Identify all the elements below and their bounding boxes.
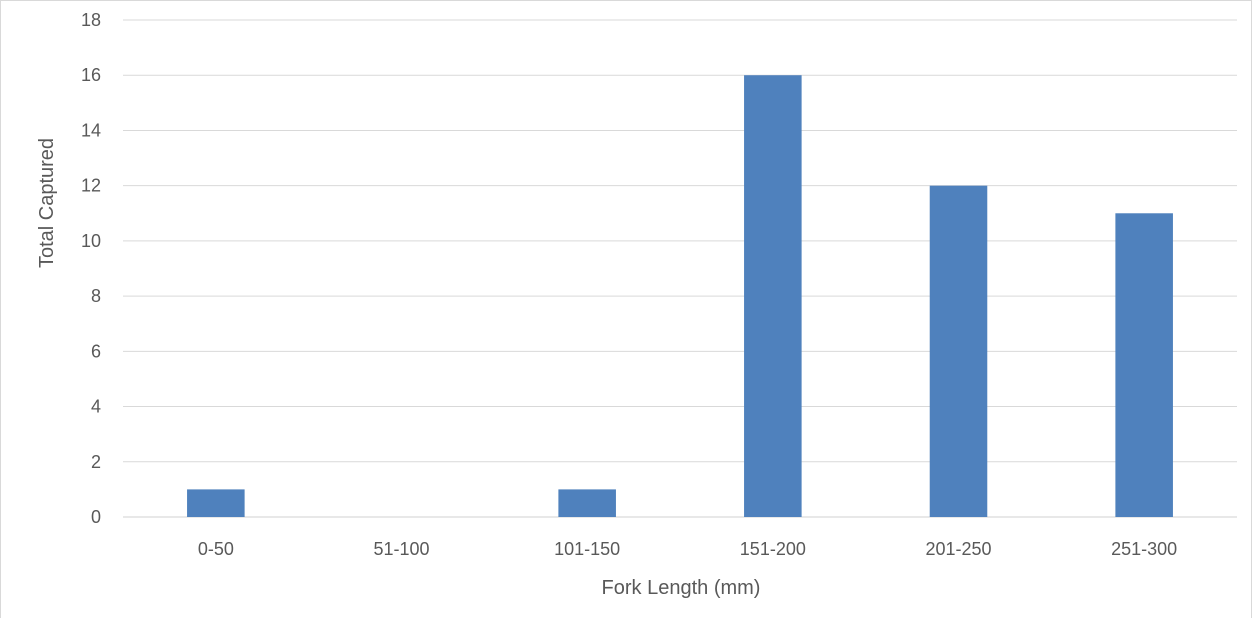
y-tick-label: 8 xyxy=(91,286,101,306)
y-axis-title: Total Captured xyxy=(36,138,58,268)
y-tick-label: 6 xyxy=(91,341,101,361)
x-tick-label: 251-300 xyxy=(1111,539,1177,559)
y-tick-label: 0 xyxy=(91,507,101,527)
bar xyxy=(558,489,616,517)
y-tick-label: 10 xyxy=(81,231,101,251)
gridlines xyxy=(123,19,1237,518)
bar xyxy=(929,185,988,517)
y-tick-label: 16 xyxy=(81,65,101,85)
x-axis-tick-labels: 0-50 51-100 101-150 151-200 201-250 251-300 xyxy=(198,539,1177,559)
y-tick-label: 14 xyxy=(81,120,101,140)
y-tick-label: 12 xyxy=(81,176,101,196)
y-tick-label: 18 xyxy=(81,10,101,30)
x-tick-label: 0-50 xyxy=(198,539,234,559)
bars xyxy=(187,75,1173,517)
y-axis-tick-labels: 0 2 4 6 8 10 12 14 16 18 xyxy=(81,10,101,527)
y-tick-label: 2 xyxy=(91,452,101,472)
bar xyxy=(187,489,245,517)
x-tick-label: 51-100 xyxy=(373,539,429,559)
x-tick-label: 201-250 xyxy=(925,539,991,559)
x-tick-label: 101-150 xyxy=(554,539,620,559)
x-axis-title: Fork Length (mm) xyxy=(602,577,761,599)
x-tick-label: 151-200 xyxy=(740,539,806,559)
y-tick-label: 4 xyxy=(91,397,101,417)
bar xyxy=(1115,213,1173,517)
bar xyxy=(744,75,802,517)
